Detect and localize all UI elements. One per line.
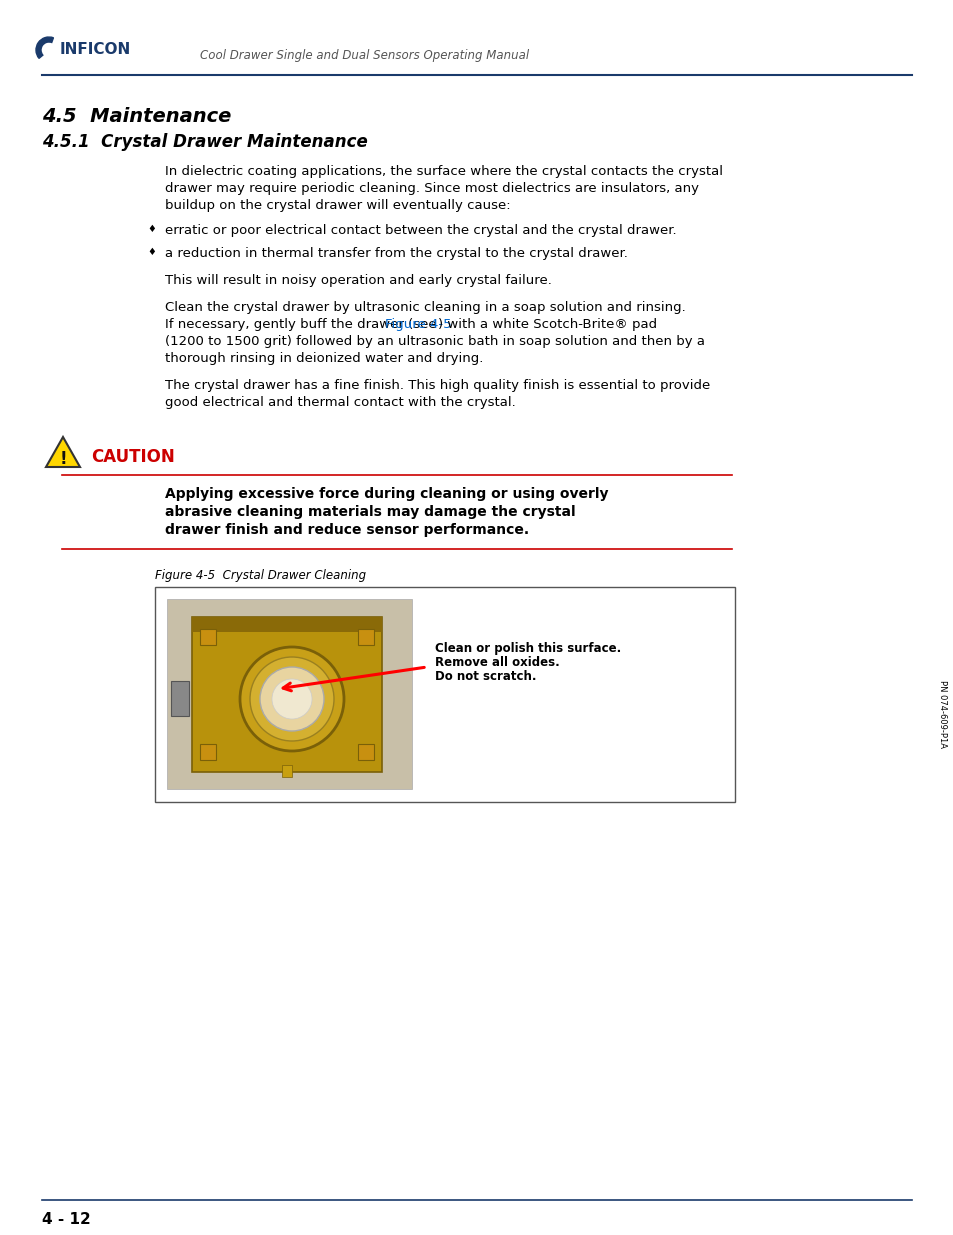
Circle shape: [260, 667, 324, 731]
Bar: [200, 743, 215, 760]
Bar: [192, 618, 381, 772]
Bar: [357, 743, 374, 760]
Text: erratic or poor electrical contact between the crystal and the crystal drawer.: erratic or poor electrical contact betwe…: [165, 224, 676, 237]
Text: Clean the crystal drawer by ultrasonic cleaning in a soap solution and rinsing.: Clean the crystal drawer by ultrasonic c…: [165, 301, 685, 314]
Circle shape: [240, 647, 344, 751]
Text: CAUTION: CAUTION: [91, 448, 174, 466]
Bar: [154, 587, 734, 802]
Text: Remove all oxides.: Remove all oxides.: [435, 656, 559, 669]
Text: INFICON: INFICON: [60, 42, 132, 58]
Bar: [192, 618, 381, 632]
Bar: [282, 764, 292, 777]
Text: ♦: ♦: [147, 224, 155, 233]
Text: 4 - 12: 4 - 12: [42, 1213, 91, 1228]
Wedge shape: [36, 37, 53, 58]
Text: Clean or polish this surface.: Clean or polish this surface.: [435, 642, 620, 655]
Text: good electrical and thermal contact with the crystal.: good electrical and thermal contact with…: [165, 396, 516, 409]
Text: 4.5  Maintenance: 4.5 Maintenance: [42, 107, 232, 126]
Text: ) with a white Scotch-Brite® pad: ) with a white Scotch-Brite® pad: [437, 317, 657, 331]
Text: 4.5.1  Crystal Drawer Maintenance: 4.5.1 Crystal Drawer Maintenance: [42, 133, 367, 151]
Text: buildup on the crystal drawer will eventually cause:: buildup on the crystal drawer will event…: [165, 199, 510, 212]
Text: If necessary, gently buff the drawer (see: If necessary, gently buff the drawer (se…: [165, 317, 440, 331]
Text: PN 074-609-P1A: PN 074-609-P1A: [938, 680, 946, 748]
Bar: [167, 599, 412, 789]
Text: thorough rinsing in deionized water and drying.: thorough rinsing in deionized water and …: [165, 352, 483, 366]
Text: Figure 4-5: Figure 4-5: [385, 317, 452, 331]
Text: Cool Drawer Single and Dual Sensors Operating Manual: Cool Drawer Single and Dual Sensors Oper…: [200, 49, 529, 63]
Bar: [171, 680, 189, 716]
Bar: [357, 629, 374, 645]
Text: Do not scratch.: Do not scratch.: [435, 671, 536, 683]
Text: Figure 4-5  Crystal Drawer Cleaning: Figure 4-5 Crystal Drawer Cleaning: [154, 569, 366, 582]
Text: ♦: ♦: [147, 247, 155, 257]
Text: This will result in noisy operation and early crystal failure.: This will result in noisy operation and …: [165, 274, 551, 287]
Text: Applying excessive force during cleaning or using overly: Applying excessive force during cleaning…: [165, 487, 608, 501]
Text: drawer finish and reduce sensor performance.: drawer finish and reduce sensor performa…: [165, 522, 529, 537]
Text: a reduction in thermal transfer from the crystal to the crystal drawer.: a reduction in thermal transfer from the…: [165, 247, 627, 261]
Text: abrasive cleaning materials may damage the crystal: abrasive cleaning materials may damage t…: [165, 505, 575, 519]
Bar: [200, 629, 215, 645]
Text: drawer may require periodic cleaning. Since most dielectrics are insulators, any: drawer may require periodic cleaning. Si…: [165, 182, 699, 195]
Circle shape: [272, 679, 312, 719]
Circle shape: [250, 657, 334, 741]
Polygon shape: [46, 437, 80, 467]
Text: !: !: [59, 450, 67, 468]
Text: (1200 to 1500 grit) followed by an ultrasonic bath in soap solution and then by : (1200 to 1500 grit) followed by an ultra…: [165, 335, 704, 348]
Text: The crystal drawer has a fine finish. This high quality finish is essential to p: The crystal drawer has a fine finish. Th…: [165, 379, 709, 391]
Text: In dielectric coating applications, the surface where the crystal contacts the c: In dielectric coating applications, the …: [165, 165, 722, 178]
